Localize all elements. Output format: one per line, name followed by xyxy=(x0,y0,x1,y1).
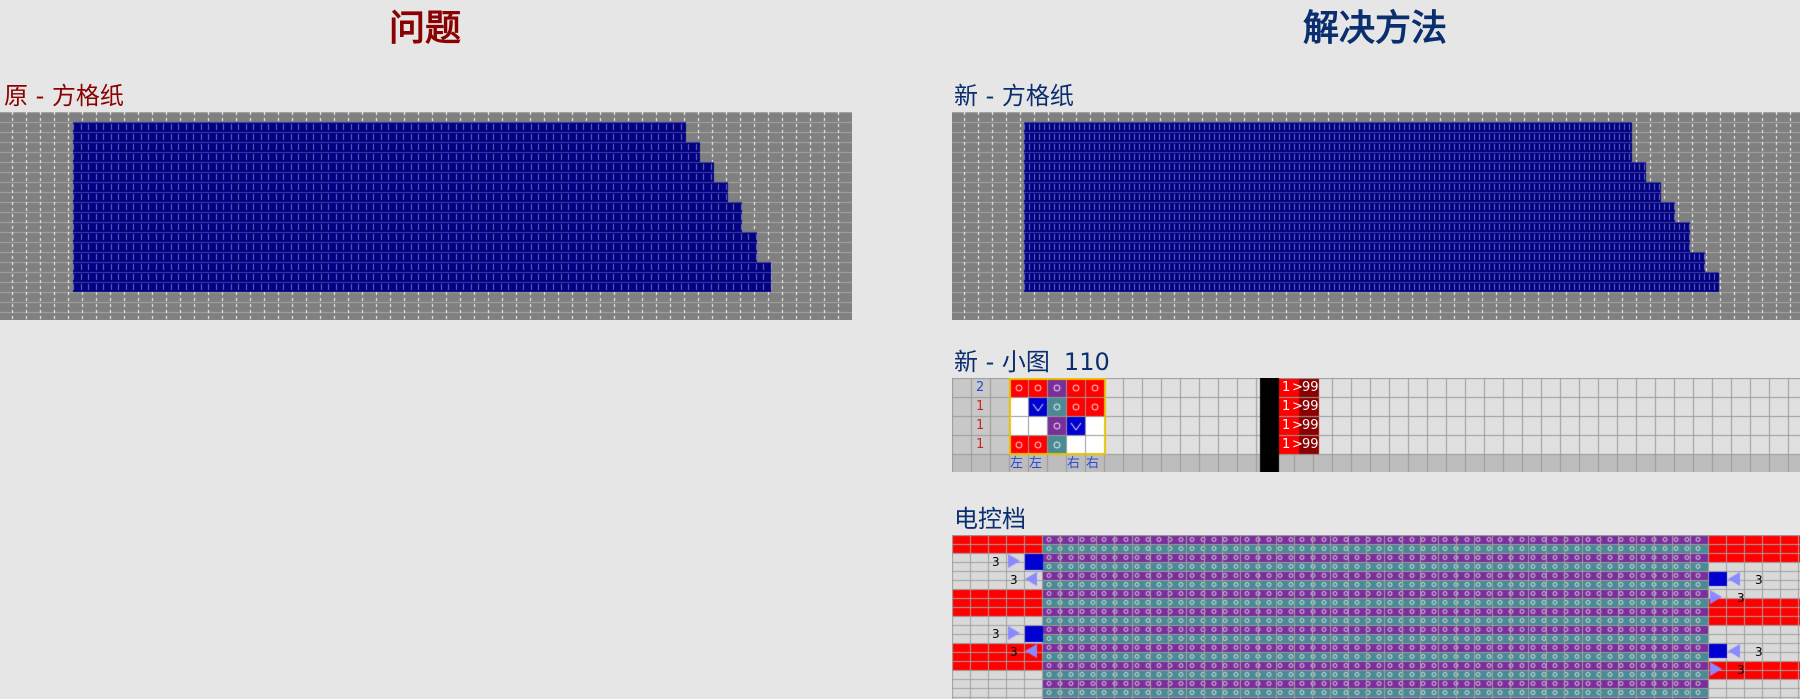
small-chart-title-text: 新 - 小图 xyxy=(954,348,1050,376)
repeat-arrow-icon: > xyxy=(1292,380,1303,395)
repeat-arrow-icon: > xyxy=(1292,437,1303,452)
repeat-end: 99 xyxy=(1302,418,1319,433)
new-grid-title: 新 - 方格纸 xyxy=(954,82,1074,110)
original-grid-title: 原 - 方格纸 xyxy=(4,82,124,110)
control-number: 3 xyxy=(1010,645,1018,659)
control-number: 3 xyxy=(1737,591,1745,605)
direction-label: 左 xyxy=(1029,456,1043,471)
repeat-end: 99 xyxy=(1302,399,1319,414)
repeat-arrow-icon: > xyxy=(1292,399,1303,414)
new-grid-paper[interactable] xyxy=(952,112,1800,320)
direction-label: 右 xyxy=(1067,456,1081,471)
control-number: 3 xyxy=(992,555,1000,569)
control-number: 3 xyxy=(1755,645,1763,659)
problem-heading: 问题 xyxy=(388,8,461,49)
small-chart-canvas[interactable] xyxy=(952,378,1800,472)
repeat-end: 99 xyxy=(1302,380,1319,395)
direction-label: 右 xyxy=(1086,456,1100,471)
small-chart-number: 110 xyxy=(1063,348,1110,376)
control-file-canvas[interactable] xyxy=(952,535,1800,699)
row-count: 1 xyxy=(976,418,985,433)
repeat-start: 1 xyxy=(1282,437,1291,452)
new-grid-canvas[interactable] xyxy=(952,112,1800,320)
small-chart[interactable]: 2 1 1 1 左 左 右 右 1 > 99 1 > 99 1 > 99 1 >… xyxy=(952,378,1800,472)
control-number: 3 xyxy=(1737,663,1745,677)
original-grid-canvas[interactable] xyxy=(0,112,852,320)
control-file-chart[interactable]: 3 3 3 3 3 3 3 3 xyxy=(952,535,1800,699)
solution-heading: 解决方法 xyxy=(1302,8,1447,49)
row-count: 1 xyxy=(976,399,985,414)
repeat-start: 1 xyxy=(1282,380,1291,395)
repeat-arrow-icon: > xyxy=(1292,418,1303,433)
row-count: 2 xyxy=(976,380,985,395)
repeat-start: 1 xyxy=(1282,418,1291,433)
control-number: 3 xyxy=(1755,573,1763,587)
control-number: 3 xyxy=(1010,573,1018,587)
row-count: 1 xyxy=(976,437,985,452)
repeat-start: 1 xyxy=(1282,399,1291,414)
control-file-title: 电控档 xyxy=(954,505,1026,533)
repeat-end: 99 xyxy=(1302,437,1319,452)
original-grid-paper[interactable] xyxy=(0,112,852,320)
control-number: 3 xyxy=(992,627,1000,641)
direction-label: 左 xyxy=(1010,456,1024,471)
small-chart-title: 新 - 小图 110 xyxy=(954,348,1110,376)
